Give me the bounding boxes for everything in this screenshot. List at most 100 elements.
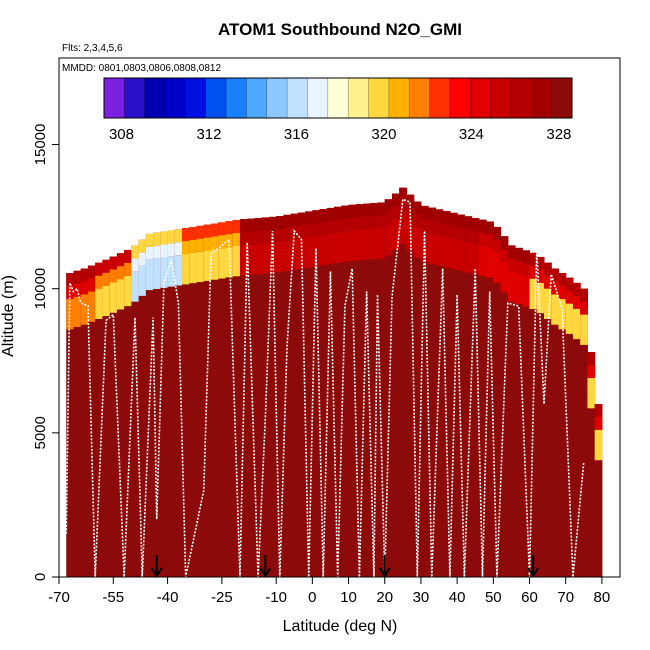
heatmap-cell: [268, 242, 277, 274]
heatmap-cell: [391, 219, 400, 250]
heatmap-cell: [138, 252, 147, 266]
heatmap-cell: [355, 230, 364, 261]
heatmap-cell: [486, 247, 494, 278]
heatmap-cell: [326, 233, 335, 265]
heatmap-cell: [500, 236, 509, 250]
heatmap-cell: [478, 219, 487, 577]
heatmap-cell: [363, 203, 371, 217]
heatmap-cell: [160, 231, 169, 577]
heatmap-cell: [413, 201, 422, 215]
heatmap-cell: [261, 230, 270, 244]
heatmap-cell: [363, 203, 371, 577]
heatmap-cell: [283, 240, 292, 272]
x-axis-label: Latitude (deg N): [283, 618, 398, 635]
heatmap-cell: [341, 218, 350, 232]
colorbar-segment: [510, 78, 532, 118]
heatmap-cell: [471, 218, 480, 577]
colorbar-tick-label: 308: [109, 126, 134, 143]
heatmap-cell: [319, 209, 328, 223]
colorbar-segment: [551, 78, 573, 118]
heatmap-cell: [406, 194, 415, 577]
heatmap-cell: [290, 239, 299, 270]
heatmap-cell: [182, 228, 190, 242]
heatmap-cell: [536, 282, 545, 314]
colorbar-segment: [449, 78, 471, 118]
heatmap-cell: [116, 253, 125, 577]
heatmap-cell: [109, 269, 118, 283]
heatmap-cell: [565, 303, 574, 334]
colorbar-segment: [287, 78, 308, 118]
heatmap-cell: [138, 239, 147, 577]
heatmap-cell: [189, 226, 198, 240]
heatmap-cell: [211, 223, 219, 577]
heatmap-cell: [116, 266, 125, 280]
heatmap-cell: [80, 268, 89, 282]
heatmap-cell: [95, 275, 103, 289]
heatmap-cell: [153, 232, 161, 246]
colorbar-segment: [429, 78, 451, 118]
heatmap-cell: [153, 232, 161, 577]
colorbar-segment: [368, 78, 390, 118]
heatmap-cell: [515, 247, 523, 261]
heatmap-cell: [399, 200, 407, 214]
heatmap-cell: [442, 211, 451, 577]
heatmap-cell: [449, 225, 458, 239]
heatmap-cell: [167, 230, 176, 577]
heatmap-cell: [543, 288, 552, 319]
heatmap-cell: [486, 221, 494, 235]
heatmap-cell: [109, 256, 118, 270]
heatmap-cell: [449, 238, 458, 270]
heatmap-cell: [391, 193, 400, 577]
heatmap-cell: [239, 245, 248, 276]
heatmap-cell: [594, 404, 603, 577]
heatmap-cell: [587, 352, 596, 366]
colorbar-tick-label: 312: [196, 126, 221, 143]
heatmap-cell: [189, 239, 198, 253]
y-tick-label: 10000: [32, 268, 49, 310]
heatmap-cell: [268, 216, 277, 230]
heatmap-cell: [305, 211, 313, 225]
heatmap-cell: [399, 213, 407, 244]
heatmap-cell: [182, 241, 190, 255]
heatmap-cell: [428, 207, 436, 577]
heatmap-cell: [543, 275, 552, 289]
heatmap-cell: [341, 231, 350, 262]
heatmap-cell: [167, 256, 176, 287]
heatmap-cell: [551, 294, 559, 325]
heatmap-cell: [551, 268, 559, 282]
heatmap-cell: [145, 246, 154, 260]
y-axis-label: Altitude (m): [0, 275, 17, 357]
marker-arrow-head: [378, 567, 391, 578]
heatmap-cell: [529, 252, 538, 266]
heatmap-cell: [572, 308, 581, 340]
heatmap-cell: [153, 258, 161, 289]
heatmap-cell: [297, 212, 306, 577]
heatmap-cell: [203, 224, 212, 238]
colorbar-segment: [124, 78, 146, 118]
heatmap-cell: [174, 242, 183, 256]
heatmap-cell: [254, 231, 263, 244]
heatmap-cell: [449, 212, 458, 226]
heatmap-cell: [413, 214, 422, 228]
heatmap-cell: [420, 218, 429, 232]
heatmap-cell: [464, 242, 473, 273]
heatmap-cell: [95, 262, 103, 276]
heatmap-cell: [478, 219, 487, 233]
marker-arrow-head: [259, 567, 272, 578]
heatmap-cell: [572, 282, 581, 296]
heatmap-cell: [384, 199, 393, 577]
heatmap-cell: [80, 294, 89, 325]
heatmap-cell: [196, 225, 205, 239]
colorbar-segment: [348, 78, 369, 118]
heatmap-cell: [565, 290, 574, 304]
heatmap-cell: [370, 216, 379, 229]
heatmap-cell: [124, 275, 132, 307]
heatmap-cell: [457, 214, 465, 228]
heatmap-cell: [102, 259, 111, 577]
heatmap-cell: [435, 209, 444, 223]
heatmap-cell: [319, 235, 328, 266]
heatmap-cell: [326, 207, 335, 221]
x-tick-label: 20: [376, 589, 393, 606]
heatmap-cell: [507, 245, 516, 259]
heatmap-cell: [247, 218, 255, 577]
